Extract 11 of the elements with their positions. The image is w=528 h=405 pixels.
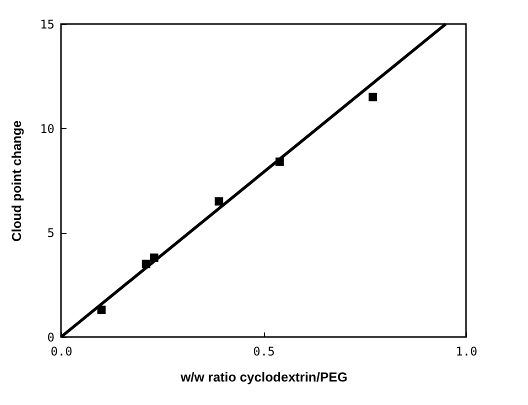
x-tick-label: 0.0 xyxy=(50,344,72,358)
point xyxy=(214,197,224,206)
x-axis-title: w/w ratio cyclodextrin/PEG xyxy=(180,370,348,384)
x-tick-label: 0.5 xyxy=(253,344,275,358)
y-axis-title: Cloud point change xyxy=(9,120,24,242)
x-tick-label: 1.0 xyxy=(456,344,478,358)
y-tick-label: 5 xyxy=(47,226,54,240)
y-tick-label: 0 xyxy=(47,330,54,344)
y-tick-label: 15 xyxy=(40,18,54,32)
point xyxy=(368,92,378,102)
y-tick-label: 10 xyxy=(40,122,54,136)
